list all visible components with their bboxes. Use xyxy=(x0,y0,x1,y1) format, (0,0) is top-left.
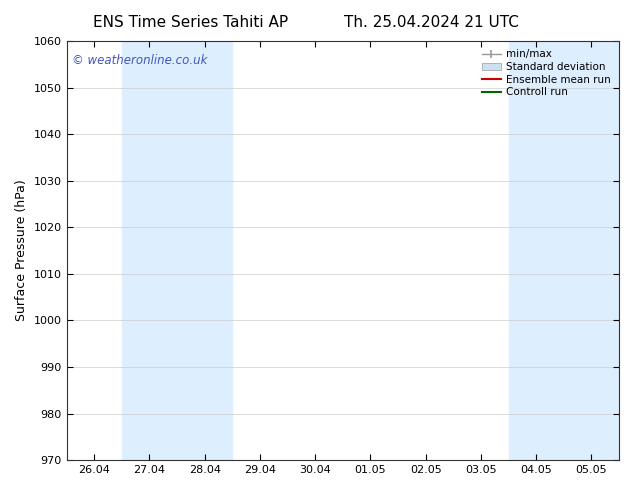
Y-axis label: Surface Pressure (hPa): Surface Pressure (hPa) xyxy=(15,180,28,321)
Legend: min/max, Standard deviation, Ensemble mean run, Controll run: min/max, Standard deviation, Ensemble me… xyxy=(479,46,614,100)
Bar xyxy=(564,41,619,460)
Text: Th. 25.04.2024 21 UTC: Th. 25.04.2024 21 UTC xyxy=(344,15,519,30)
Text: © weatheronline.co.uk: © weatheronline.co.uk xyxy=(72,53,207,67)
Text: ENS Time Series Tahiti AP: ENS Time Series Tahiti AP xyxy=(93,15,288,30)
Bar xyxy=(122,41,177,460)
Bar xyxy=(508,41,564,460)
Bar xyxy=(177,41,232,460)
